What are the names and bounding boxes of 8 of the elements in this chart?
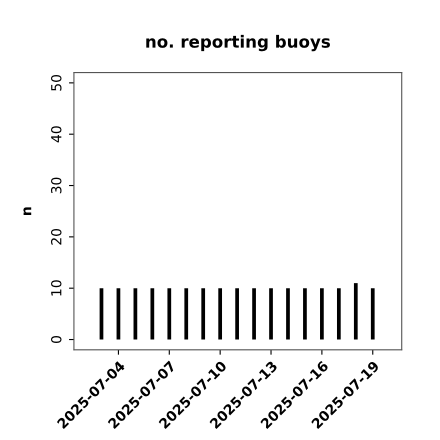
y-tick-label: 30 — [51, 178, 62, 194]
y-tick-label: 0 — [51, 336, 62, 344]
y-tick-label: 20 — [51, 228, 62, 245]
y-tick-label: 40 — [51, 126, 62, 142]
y-tick-label: 10 — [51, 280, 62, 296]
y-axis-title: n — [23, 207, 32, 215]
y-tick-label: 50 — [51, 74, 62, 91]
chart-title: no. reporting buoys — [146, 34, 330, 52]
